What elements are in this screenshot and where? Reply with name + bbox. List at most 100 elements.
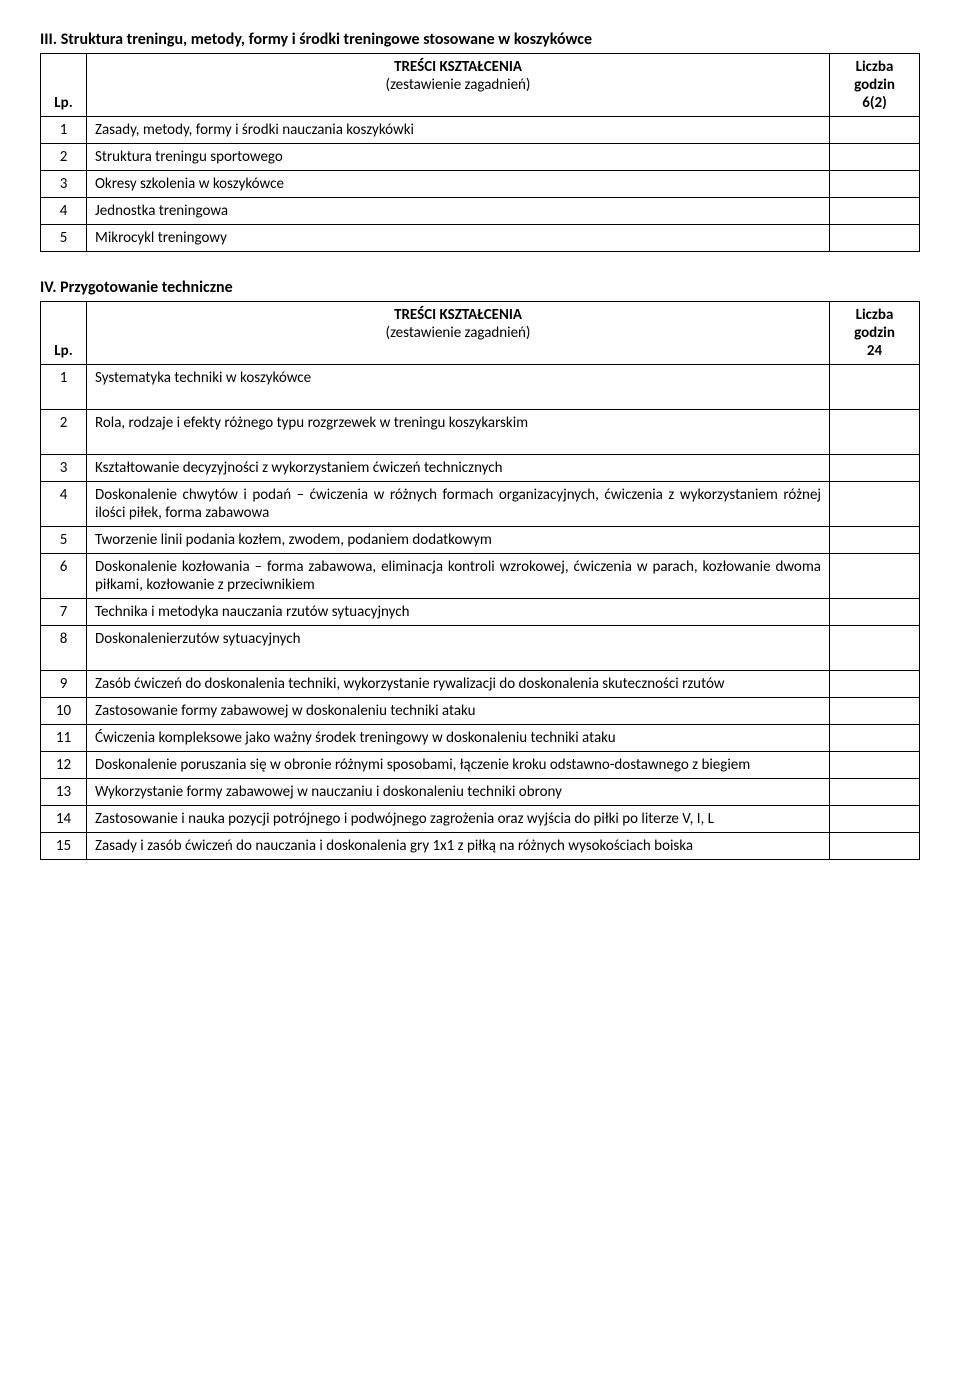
row-hours xyxy=(830,527,920,554)
row-num: 12 xyxy=(41,752,87,779)
row-text: Doskonalenie poruszania się w obronie ró… xyxy=(87,752,830,779)
row-text: Jednostka treningowa xyxy=(87,198,830,225)
row-text: Zasady, metody, formy i środki nauczania… xyxy=(87,117,830,144)
section3-title: III. Struktura treningu, metody, formy i… xyxy=(40,30,920,49)
section4-header-row: Lp. TREŚCI KSZTAŁCENIA (zestawienie zaga… xyxy=(41,302,920,365)
table-row: 1 Zasady, metody, formy i środki nauczan… xyxy=(41,117,920,144)
table-row: 5 Mikrocykl treningowy xyxy=(41,225,920,252)
table-row: 11 Ćwiczenia kompleksowe jako ważny środ… xyxy=(41,725,920,752)
row-hours xyxy=(830,198,920,225)
row-text: Systematyka techniki w koszykówce xyxy=(87,365,830,410)
row-num: 3 xyxy=(41,171,87,198)
header-hours: Liczba godzin 24 xyxy=(830,302,920,365)
row-text: Zasady i zasób ćwiczeń do nauczania i do… xyxy=(87,833,830,860)
row-num: 9 xyxy=(41,671,87,698)
row-num: 3 xyxy=(41,455,87,482)
table-row: 2 Struktura treningu sportowego xyxy=(41,144,920,171)
header-hours-value: 24 xyxy=(867,342,882,360)
row-num: 14 xyxy=(41,806,87,833)
row-hours xyxy=(830,144,920,171)
header-lp: Lp. xyxy=(41,302,87,365)
row-hours xyxy=(830,626,920,671)
row-num: 15 xyxy=(41,833,87,860)
row-hours xyxy=(830,171,920,198)
row-num: 2 xyxy=(41,144,87,171)
row-num: 1 xyxy=(41,365,87,410)
table-row: 12 Doskonalenie poruszania się w obronie… xyxy=(41,752,920,779)
table-row: 4 Jednostka treningowa xyxy=(41,198,920,225)
row-hours xyxy=(830,554,920,599)
row-text: Rola, rodzaje i efekty różnego typu rozg… xyxy=(87,410,830,455)
row-hours xyxy=(830,833,920,860)
row-num: 4 xyxy=(41,198,87,225)
table-row: 14 Zastosowanie i nauka pozycji potrójne… xyxy=(41,806,920,833)
row-num: 8 xyxy=(41,626,87,671)
row-hours xyxy=(830,599,920,626)
row-text: Zastosowanie i nauka pozycji potrójnego … xyxy=(87,806,830,833)
row-text: Doskonalenie kozłowania – forma zabawowa… xyxy=(87,554,830,599)
row-hours xyxy=(830,779,920,806)
row-num: 1 xyxy=(41,117,87,144)
row-text: Struktura treningu sportowego xyxy=(87,144,830,171)
row-hours xyxy=(830,365,920,410)
table-row: 8 Doskonalenierzutów sytuacyjnych xyxy=(41,626,920,671)
row-text: Ćwiczenia kompleksowe jako ważny środek … xyxy=(87,725,830,752)
row-num: 7 xyxy=(41,599,87,626)
table-row: 2 Rola, rodzaje i efekty różnego typu ro… xyxy=(41,410,920,455)
row-text: Zastosowanie formy zabawowej w doskonale… xyxy=(87,698,830,725)
header-content: TREŚCI KSZTAŁCENIA (zestawienie zagadnie… xyxy=(87,302,830,365)
table-row: 13 Wykorzystanie formy zabawowej w naucz… xyxy=(41,779,920,806)
row-num: 13 xyxy=(41,779,87,806)
table-row: 3 Kształtowanie decyzyjności z wykorzyst… xyxy=(41,455,920,482)
header-content-title: TREŚCI KSZTAŁCENIA xyxy=(394,306,522,324)
row-hours xyxy=(830,725,920,752)
table-row: 5 Tworzenie linii podania kozłem, zwodem… xyxy=(41,527,920,554)
section3-table: Lp. TREŚCI KSZTAŁCENIA (zestawienie zaga… xyxy=(40,53,920,252)
header-hours-label: Liczba godzin xyxy=(854,58,895,94)
header-hours-label: Liczba godzin xyxy=(854,306,895,342)
header-content-title: TREŚCI KSZTAŁCENIA xyxy=(394,58,522,76)
table-row: 10 Zastosowanie formy zabawowej w doskon… xyxy=(41,698,920,725)
row-hours xyxy=(830,698,920,725)
row-text: Okresy szkolenia w koszykówce xyxy=(87,171,830,198)
row-text: Mikrocykl treningowy xyxy=(87,225,830,252)
table-row: 3 Okresy szkolenia w koszykówce xyxy=(41,171,920,198)
row-hours xyxy=(830,225,920,252)
row-num: 4 xyxy=(41,482,87,527)
header-hours: Liczba godzin 6(2) xyxy=(830,54,920,117)
header-content: TREŚCI KSZTAŁCENIA (zestawienie zagadnie… xyxy=(87,54,830,117)
header-lp: Lp. xyxy=(41,54,87,117)
row-hours xyxy=(830,455,920,482)
row-hours xyxy=(830,117,920,144)
table-row: 4 Doskonalenie chwytów i podań – ćwiczen… xyxy=(41,482,920,527)
table-row: 6 Doskonalenie kozłowania – forma zabawo… xyxy=(41,554,920,599)
header-content-sub: (zestawienie zagadnień) xyxy=(95,76,821,94)
section4-table: Lp. TREŚCI KSZTAŁCENIA (zestawienie zaga… xyxy=(40,301,920,860)
row-text: Doskonalenierzutów sytuacyjnych xyxy=(87,626,830,671)
row-text: Technika i metodyka nauczania rzutów syt… xyxy=(87,599,830,626)
row-text: Wykorzystanie formy zabawowej w nauczani… xyxy=(87,779,830,806)
header-hours-value: 6(2) xyxy=(862,94,887,112)
row-num: 6 xyxy=(41,554,87,599)
row-num: 2 xyxy=(41,410,87,455)
header-content-sub: (zestawienie zagadnień) xyxy=(95,324,821,342)
row-hours xyxy=(830,482,920,527)
row-text: Tworzenie linii podania kozłem, zwodem, … xyxy=(87,527,830,554)
row-num: 5 xyxy=(41,225,87,252)
table-row: 15 Zasady i zasób ćwiczeń do nauczania i… xyxy=(41,833,920,860)
table-row: 1 Systematyka techniki w koszykówce xyxy=(41,365,920,410)
section4-title: IV. Przygotowanie techniczne xyxy=(40,278,920,297)
row-hours xyxy=(830,806,920,833)
row-hours xyxy=(830,671,920,698)
row-num: 11 xyxy=(41,725,87,752)
row-text: Doskonalenie chwytów i podań – ćwiczenia… xyxy=(87,482,830,527)
table-row: 9 Zasób ćwiczeń do doskonalenia techniki… xyxy=(41,671,920,698)
table-row: 7 Technika i metodyka nauczania rzutów s… xyxy=(41,599,920,626)
row-hours xyxy=(830,752,920,779)
section3-header-row: Lp. TREŚCI KSZTAŁCENIA (zestawienie zaga… xyxy=(41,54,920,117)
row-text: Kształtowanie decyzyjności z wykorzystan… xyxy=(87,455,830,482)
row-num: 5 xyxy=(41,527,87,554)
row-text: Zasób ćwiczeń do doskonalenia techniki, … xyxy=(87,671,830,698)
row-num: 10 xyxy=(41,698,87,725)
row-hours xyxy=(830,410,920,455)
